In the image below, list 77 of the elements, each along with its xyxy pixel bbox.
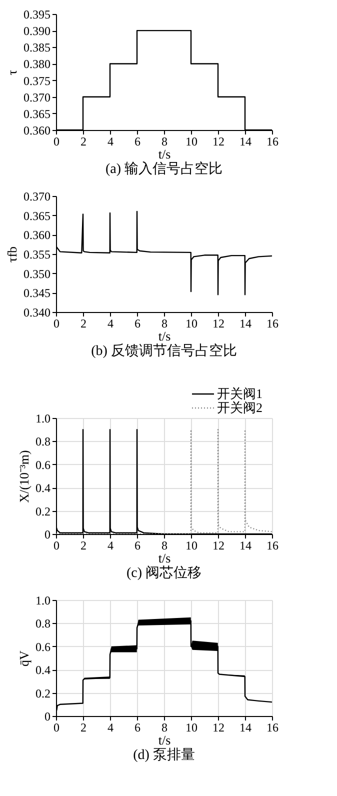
y-tick-label: 0.8 <box>36 616 50 631</box>
x-tick-label: 16 <box>266 134 278 148</box>
legend-label: 开关阀2 <box>217 400 262 415</box>
y-tick-label: 0 <box>44 528 50 542</box>
x-tick-label: 10 <box>186 316 198 330</box>
y-tick-label: 0.6 <box>36 458 50 472</box>
x-tick-label: 6 <box>134 316 140 330</box>
y-tick-label: 0.390 <box>24 24 50 38</box>
text: (d) 泵排量 <box>133 747 195 763</box>
x-tick-label: 12 <box>212 720 224 734</box>
y-tick-label: 1.0 <box>36 594 50 608</box>
x-tick-label: 2 <box>80 316 86 330</box>
y-tick-label: 0.6 <box>36 640 50 654</box>
y-axis-title: q̄V <box>16 650 32 666</box>
y-axis-title: τfb <box>4 246 20 263</box>
y-tick-label: 0.365 <box>24 106 50 121</box>
x-tick-label: 12 <box>212 316 224 330</box>
y-tick-label: 0.360 <box>24 124 50 138</box>
y-tick-label: 0.370 <box>24 190 50 204</box>
x-tick-label: 14 <box>240 316 252 330</box>
y-tick-label: 0.360 <box>24 228 50 242</box>
legend-label: 开关阀1 <box>217 386 262 401</box>
x-tick-label: 4 <box>108 538 114 552</box>
x-tick-label: 2 <box>80 720 86 734</box>
x-tick-label: 16 <box>266 720 278 734</box>
x-tick-label: 2 <box>80 134 86 148</box>
x-axis-title: t/s <box>158 328 171 344</box>
text: (c) 阀芯位移 <box>126 565 202 581</box>
x-tick-label: 4 <box>108 720 114 734</box>
x-tick-label: 2 <box>80 538 86 552</box>
x-tick-label: 10 <box>186 134 198 148</box>
x-tick-label: 16 <box>266 316 278 330</box>
x-tick-label: 6 <box>134 134 140 148</box>
x-tick-label: 6 <box>134 720 140 734</box>
text: (b) 反馈调节信号占空比 <box>91 343 237 359</box>
x-axis-title: t/s <box>158 146 171 162</box>
x-tick-label: 16 <box>266 538 278 552</box>
x-tick-label: 8 <box>162 316 168 330</box>
x-tick-label: 8 <box>162 538 168 552</box>
x-tick-label: 0 <box>54 316 60 330</box>
y-tick-label: 0.4 <box>36 481 50 496</box>
y-axis-title: X/(10⁻³m) <box>16 450 32 503</box>
x-tick-label: 10 <box>186 720 198 734</box>
x-tick-label: 4 <box>108 316 114 330</box>
y-tick-label: 0.2 <box>36 686 50 700</box>
y-tick-label: 0.340 <box>24 306 50 320</box>
y-tick-label: 0.375 <box>24 74 50 88</box>
y-tick-label: 0.4 <box>36 663 50 678</box>
text: (a) 输入信号占空比 <box>105 161 223 177</box>
y-tick-label: 0.370 <box>24 90 50 104</box>
x-tick-label: 14 <box>240 538 252 552</box>
y-axis-title: τ <box>4 70 20 76</box>
x-tick-label: 0 <box>54 134 60 148</box>
x-tick-label: 8 <box>162 720 168 734</box>
x-tick-label: 4 <box>108 134 114 148</box>
x-axis-title: t/s <box>158 550 171 566</box>
y-tick-label: 0.350 <box>24 266 50 281</box>
y-tick-label: 0.385 <box>24 40 50 55</box>
x-tick-label: 0 <box>54 720 60 734</box>
x-tick-label: 10 <box>186 538 198 552</box>
x-tick-label: 12 <box>212 134 224 148</box>
x-tick-label: 14 <box>240 134 252 148</box>
y-tick-label: 0.395 <box>24 8 50 22</box>
y-tick-label: 0.365 <box>24 208 50 223</box>
y-tick-label: 0.355 <box>24 248 50 262</box>
x-tick-label: 8 <box>162 134 168 148</box>
y-tick-label: 0.380 <box>24 57 50 72</box>
x-tick-label: 0 <box>54 538 60 552</box>
x-tick-label: 12 <box>212 538 224 552</box>
x-tick-label: 6 <box>134 538 140 552</box>
y-tick-label: 0.2 <box>36 504 50 518</box>
y-tick-label: 1.0 <box>36 412 50 426</box>
y-tick-label: 0 <box>44 710 50 724</box>
x-tick-label: 14 <box>240 720 252 734</box>
y-tick-label: 0.8 <box>36 434 50 449</box>
x-axis-title: t/s <box>158 732 171 748</box>
y-tick-label: 0.345 <box>24 286 50 300</box>
